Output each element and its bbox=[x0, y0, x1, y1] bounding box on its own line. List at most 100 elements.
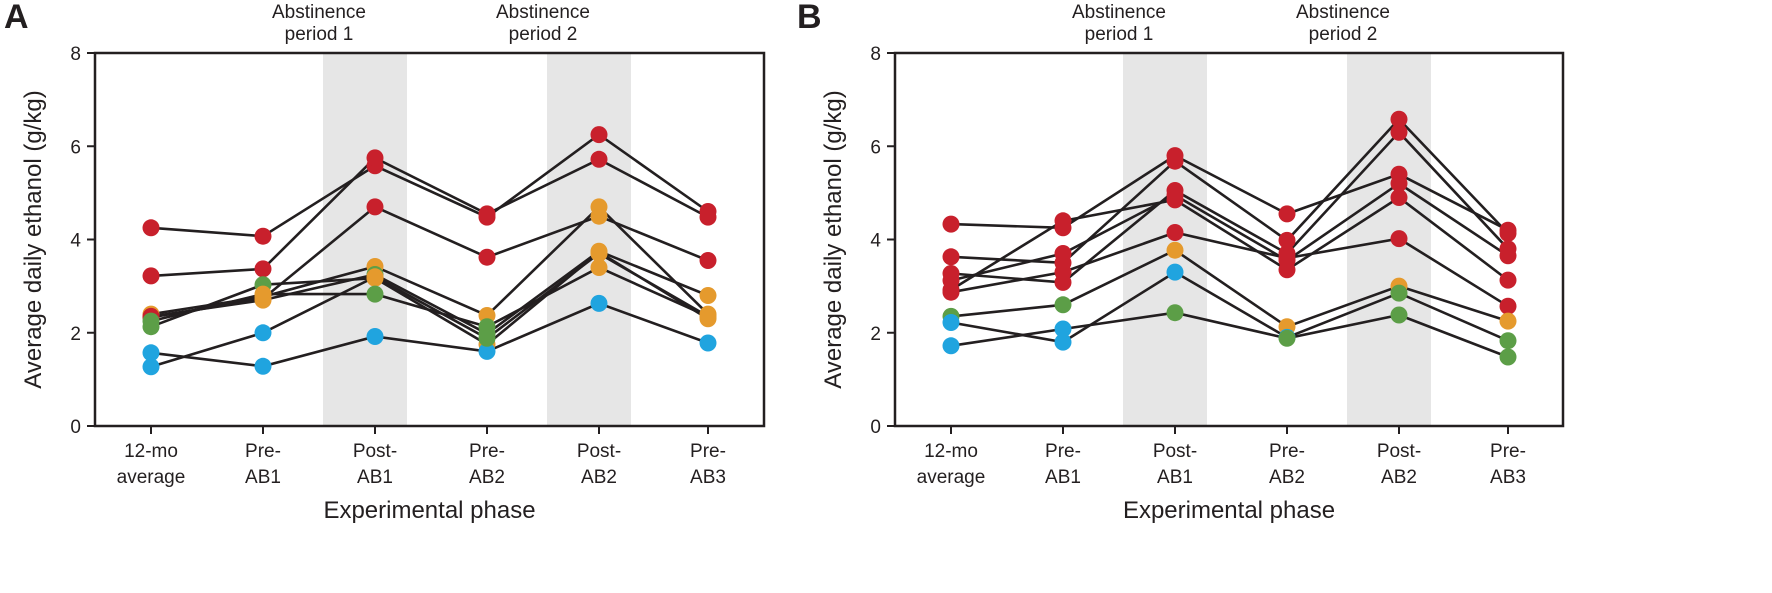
data-point-s7-c2 bbox=[1054, 296, 1072, 314]
data-point-s5-c3 bbox=[1166, 191, 1184, 209]
data-point-s9-c2 bbox=[1054, 320, 1072, 338]
y-tick-label: 2 bbox=[870, 324, 881, 345]
series-line-5 bbox=[150, 249, 709, 336]
data-point-s2-c6 bbox=[699, 208, 717, 226]
data-point-s6-c1 bbox=[942, 283, 960, 301]
data-point-s8-c3 bbox=[1166, 263, 1184, 281]
series-line-9 bbox=[950, 311, 1509, 359]
data-point-s9-c6 bbox=[1499, 348, 1517, 366]
abstinence-label-line1: Abstinence bbox=[1296, 2, 1390, 23]
series-line-1 bbox=[950, 154, 1509, 232]
data-point-s5-c6 bbox=[1499, 271, 1517, 289]
data-point-s1-c4 bbox=[1278, 205, 1296, 223]
data-point-s7-c2 bbox=[254, 285, 272, 303]
y-tick-label: 4 bbox=[70, 231, 81, 252]
series-line-7 bbox=[950, 248, 1509, 329]
data-point-s9-c4 bbox=[478, 329, 496, 347]
data-point-s9-c5 bbox=[1390, 306, 1408, 324]
data-point-s2-c4 bbox=[1278, 231, 1296, 249]
x-tick-label-line1: Pre- bbox=[690, 441, 726, 462]
data-point-s6-c5 bbox=[1390, 230, 1408, 248]
series-line-2 bbox=[950, 117, 1509, 265]
data-point-s6-c6 bbox=[1499, 297, 1517, 315]
data-point-s1-c5 bbox=[590, 126, 608, 144]
data-point-s8-c5 bbox=[590, 294, 608, 312]
data-point-s2-c6 bbox=[1499, 224, 1517, 242]
x-tick-label-line2: AB3 bbox=[690, 467, 726, 488]
data-point-s3-c3 bbox=[366, 198, 384, 216]
data-point-s8-c2 bbox=[1054, 333, 1072, 351]
x-tick-label-line2: AB2 bbox=[1381, 467, 1417, 488]
series-line-5 bbox=[950, 195, 1509, 292]
data-point-s2-c5 bbox=[1390, 110, 1408, 128]
series-line-7 bbox=[150, 266, 709, 329]
x-tick-label-line1: Pre- bbox=[1269, 441, 1305, 462]
data-point-s8-c5 bbox=[1390, 284, 1408, 302]
series-line-6 bbox=[950, 231, 1509, 308]
x-axis-title: Experimental phase bbox=[323, 497, 535, 524]
plot-frame bbox=[93, 51, 766, 428]
x-tick-label-line2: AB2 bbox=[581, 467, 617, 488]
y-tick-label: 8 bbox=[870, 44, 881, 65]
data-point-s4-c5 bbox=[590, 198, 608, 216]
abstinence-label-line2: period 2 bbox=[509, 24, 578, 45]
data-point-s4-c6 bbox=[1499, 247, 1517, 265]
data-point-s7-c5 bbox=[590, 259, 608, 276]
x-tick-label-line2: AB1 bbox=[1157, 467, 1193, 488]
x-tick-label-line1: 12-mo bbox=[924, 441, 978, 462]
x-tick-label-line2: average bbox=[117, 467, 186, 488]
abstinence-label-line1: Abstinence bbox=[1072, 2, 1166, 23]
data-point-s8-c2 bbox=[254, 357, 272, 375]
data-point-s8-c6 bbox=[699, 334, 717, 352]
data-point-s3-c6 bbox=[699, 252, 717, 269]
x-tick-label-line1: Pre- bbox=[1490, 441, 1526, 462]
y-tick-label: 6 bbox=[70, 137, 81, 158]
x-tick-label-line1: 12-mo bbox=[124, 441, 178, 462]
series-line-9 bbox=[150, 251, 709, 369]
data-point-s9-c1 bbox=[942, 337, 960, 355]
abstinence-band-1 bbox=[1123, 53, 1207, 426]
x-tick-label-line2: average bbox=[917, 467, 986, 488]
series-line-2 bbox=[150, 156, 709, 278]
y-tick-label: 0 bbox=[70, 417, 81, 438]
data-point-s2-c4 bbox=[478, 205, 496, 223]
y-axis-title: Average daily ethanol (g/kg) bbox=[820, 90, 847, 388]
abstinence-label-line2: period 1 bbox=[1085, 24, 1154, 45]
x-tick-label-line2: AB1 bbox=[1045, 467, 1081, 488]
y-tick-label: 4 bbox=[870, 231, 881, 252]
x-tick-label-line1: Pre- bbox=[1045, 441, 1081, 462]
data-point-s9-c6 bbox=[699, 307, 717, 325]
x-tick-label-line1: Pre- bbox=[469, 441, 505, 462]
y-axis-title: Average daily ethanol (g/kg) bbox=[20, 90, 47, 388]
series-line-4 bbox=[950, 181, 1509, 282]
data-point-s1-c1 bbox=[942, 215, 960, 233]
data-point-s7-c1 bbox=[142, 312, 160, 330]
data-point-s2-c5 bbox=[590, 150, 608, 168]
series-line-8 bbox=[150, 302, 709, 368]
x-tick-label-line1: Post- bbox=[353, 441, 397, 462]
series-line-1 bbox=[150, 132, 709, 238]
data-point-s8-c1 bbox=[942, 314, 960, 331]
data-point-s6-c4 bbox=[1278, 249, 1296, 267]
abstinence-label-line1: Abstinence bbox=[272, 2, 366, 23]
x-tick-label-line1: Post- bbox=[1377, 441, 1421, 462]
data-point-s1-c1 bbox=[142, 219, 160, 237]
data-point-s5-c4 bbox=[1278, 261, 1296, 279]
data-point-s9-c4 bbox=[1278, 329, 1296, 347]
x-tick-label-line1: Pre- bbox=[245, 441, 281, 462]
plot-frame bbox=[893, 51, 1565, 428]
data-point-s6-c3 bbox=[1166, 224, 1184, 241]
data-point-s8-c4 bbox=[478, 342, 496, 360]
series-line-3 bbox=[950, 130, 1509, 284]
y-tick-label: 8 bbox=[70, 44, 81, 65]
data-point-s1-c2 bbox=[254, 227, 272, 245]
x-tick-label-line2: AB2 bbox=[1269, 467, 1305, 488]
data-point-s5-c6 bbox=[699, 287, 717, 304]
y-tick-label: 2 bbox=[70, 324, 81, 345]
data-point-s8-c1 bbox=[142, 344, 160, 362]
data-point-s2-c3 bbox=[366, 149, 384, 167]
data-point-s4-c5 bbox=[1390, 175, 1408, 192]
